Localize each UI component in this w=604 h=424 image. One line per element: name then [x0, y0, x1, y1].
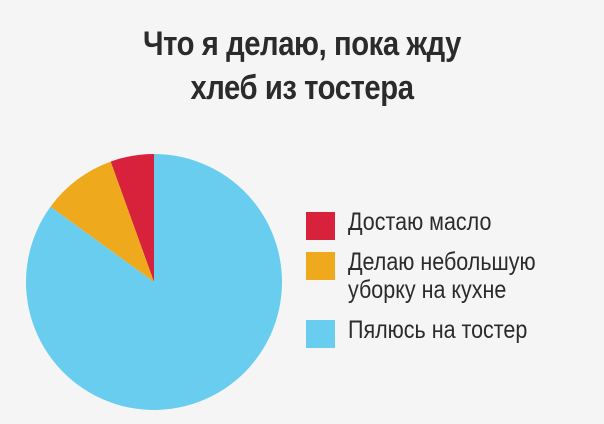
chart-title: Что я делаю, пока жду хлеб из тостера — [42, 22, 561, 110]
legend-item-cleaning: Делаю небольшую уборку на кухне — [306, 248, 596, 304]
legend-swatch-butter — [306, 212, 335, 240]
pie-slice-staring — [26, 154, 283, 410]
legend-swatch-cleaning — [306, 252, 335, 280]
legend-label-cleaning: Делаю небольшую уборку на кухне — [348, 248, 536, 304]
chart-title-line-1: Что я делаю, пока жду — [143, 25, 461, 63]
pie-slice-cleaning — [50, 161, 154, 282]
legend-label-staring-line-1: Пялюсь на тостер — [348, 316, 528, 344]
pie-chart — [26, 154, 283, 410]
legend-item-staring: Пялюсь на тостер — [306, 316, 596, 348]
legend-label-cleaning-line-2: уборку на кухне — [348, 276, 507, 304]
legend-item-butter: Достаю масло — [306, 208, 596, 240]
legend-label-cleaning-line-1: Делаю небольшую — [348, 248, 536, 276]
pie-slice-butter — [110, 154, 154, 282]
legend-label-butter-line-1: Достаю масло — [348, 208, 492, 236]
legend-label-butter: Достаю масло — [348, 208, 491, 236]
legend: Достаю масло Делаю небольшую уборку на к… — [306, 208, 596, 356]
legend-swatch-staring — [306, 320, 335, 348]
legend-label-staring: Пялюсь на тостер — [348, 316, 527, 344]
chart-title-line-2: хлеб из тостера — [190, 69, 414, 107]
